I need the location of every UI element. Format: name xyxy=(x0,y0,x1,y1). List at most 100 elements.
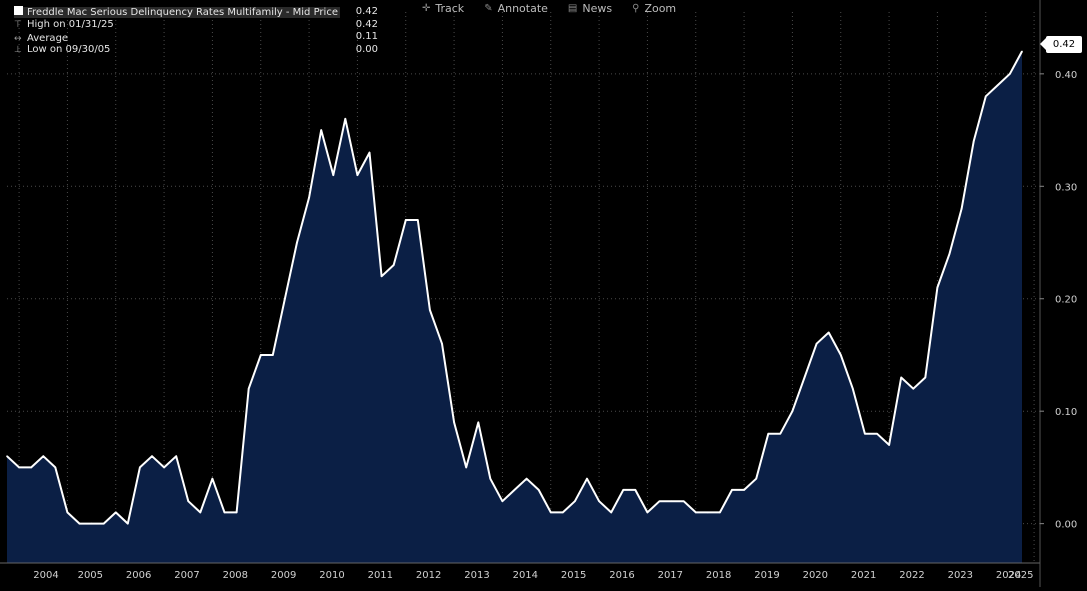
data-point xyxy=(18,466,20,469)
legend-high-value: 0.42 xyxy=(355,18,378,30)
data-point xyxy=(562,511,564,514)
x-tick-label: 2008 xyxy=(223,570,248,581)
data-point xyxy=(1021,50,1023,53)
data-point xyxy=(30,466,32,469)
x-tick-label: 2025 xyxy=(1008,570,1033,581)
x-tick-label: 2021 xyxy=(851,570,876,581)
legend-average-row: ↔ Average 0.11 xyxy=(14,29,378,44)
data-point xyxy=(924,376,927,379)
data-point xyxy=(163,466,165,469)
data-point xyxy=(235,511,238,514)
data-point xyxy=(707,511,709,514)
crosshair-icon: ✛ xyxy=(422,2,431,14)
x-tick-label: 2022 xyxy=(899,570,924,581)
x-tick-label: 2014 xyxy=(513,570,538,581)
data-point xyxy=(513,489,516,491)
data-point xyxy=(115,511,117,514)
data-point xyxy=(151,455,153,458)
series-area xyxy=(7,51,1022,564)
x-tick-label: 2004 xyxy=(33,570,58,581)
data-point xyxy=(586,477,588,480)
data-point xyxy=(139,466,141,469)
data-point xyxy=(852,387,854,390)
data-point xyxy=(477,421,480,424)
data-point xyxy=(320,129,323,131)
data-point xyxy=(368,151,371,154)
data-point xyxy=(308,196,310,199)
x-tick-label: 2010 xyxy=(319,570,344,581)
data-point xyxy=(405,219,407,221)
track-button[interactable]: ✛ Track xyxy=(422,2,464,15)
zoom-button[interactable]: ⚲ Zoom xyxy=(632,2,676,15)
news-button[interactable]: ▤ News xyxy=(568,2,612,15)
data-point xyxy=(417,219,419,221)
data-point xyxy=(803,376,806,379)
data-point xyxy=(525,477,528,480)
data-point xyxy=(574,500,576,503)
x-tick-label: 2015 xyxy=(561,570,586,581)
data-point xyxy=(6,455,8,458)
data-point xyxy=(997,84,999,86)
x-tick-label: 2023 xyxy=(948,570,973,581)
data-point xyxy=(610,511,612,514)
data-point xyxy=(791,410,794,413)
pencil-icon: ✎ xyxy=(484,2,493,14)
legend: Freddle Mac Serious Delinquency Rates Mu… xyxy=(14,5,378,56)
data-point xyxy=(332,174,335,176)
low-marker-icon: ⊥ xyxy=(14,44,22,55)
chart-toolbar: ✛ Track ✎ Annotate ▤ News ⚲ Zoom xyxy=(422,0,676,16)
data-point xyxy=(646,511,649,514)
data-point xyxy=(272,354,274,356)
data-point xyxy=(465,466,468,469)
data-point xyxy=(127,522,129,525)
data-point xyxy=(827,331,830,334)
data-point xyxy=(634,489,637,491)
data-point xyxy=(550,511,552,514)
data-point xyxy=(731,489,733,491)
legend-title-row[interactable]: Freddle Mac Serious Delinquency Rates Mu… xyxy=(14,5,378,19)
data-point xyxy=(779,432,782,435)
x-tick-label: 2006 xyxy=(126,570,151,581)
data-point xyxy=(90,522,93,525)
annotate-button[interactable]: ✎ Annotate xyxy=(484,2,548,15)
data-point xyxy=(380,275,383,278)
annotate-label: Annotate xyxy=(497,1,548,15)
y-tick-label: 0.30 xyxy=(1055,182,1077,193)
data-point xyxy=(598,500,600,503)
data-point xyxy=(682,500,685,503)
x-tick-label: 2011 xyxy=(368,570,393,581)
data-point xyxy=(767,432,770,435)
data-point xyxy=(211,477,214,480)
data-point xyxy=(537,489,540,491)
news-label: News xyxy=(582,1,613,15)
x-tick-label: 2019 xyxy=(754,570,779,581)
data-point xyxy=(392,264,395,266)
track-label: Track xyxy=(435,1,465,15)
magnifier-icon: ⚲ xyxy=(632,2,640,14)
legend-average-label: Average xyxy=(27,32,69,44)
y-tick-label: 0.20 xyxy=(1055,295,1077,306)
data-point xyxy=(864,432,866,435)
legend-high-row: ⊤ High on 01/31/25 0.42 xyxy=(14,19,378,32)
data-point xyxy=(912,387,915,390)
data-point xyxy=(936,286,939,289)
average-redacted-block xyxy=(68,29,105,41)
data-point xyxy=(78,522,81,525)
data-point xyxy=(695,511,697,514)
zoom-label: Zoom xyxy=(644,1,677,15)
data-point xyxy=(284,297,286,300)
data-point xyxy=(223,511,226,514)
x-tick-label: 2007 xyxy=(174,570,199,581)
data-point xyxy=(840,354,842,356)
data-point xyxy=(429,309,431,311)
x-tick-label: 2017 xyxy=(658,570,683,581)
data-point xyxy=(187,500,190,503)
data-point xyxy=(658,500,661,503)
data-point xyxy=(755,477,757,480)
data-point xyxy=(102,522,105,525)
data-point xyxy=(344,118,347,120)
average-marker-icon: ↔ xyxy=(14,33,22,44)
